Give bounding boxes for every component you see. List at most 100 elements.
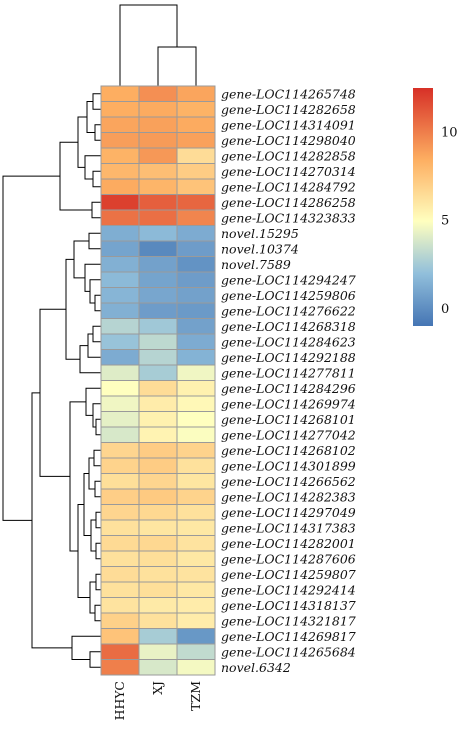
colorbar-tick-label: 10 bbox=[441, 126, 458, 141]
row-label: gene-LOC114286258 bbox=[221, 195, 356, 210]
heatmap-cell bbox=[138, 349, 178, 366]
heatmap-cell bbox=[176, 395, 216, 412]
heatmap-cell bbox=[176, 628, 216, 645]
heatmap-cell bbox=[100, 271, 140, 288]
heatmap-cell bbox=[138, 147, 178, 164]
row-dendrogram-branch bbox=[88, 232, 101, 250]
row-label: gene-LOC114259806 bbox=[221, 288, 356, 303]
heatmap-cell bbox=[176, 194, 216, 211]
heatmap-cell bbox=[176, 411, 216, 428]
row-label: novel.15295 bbox=[221, 226, 299, 241]
row-label: gene-LOC114323833 bbox=[221, 210, 356, 225]
row-dendrogram-branch bbox=[92, 403, 101, 428]
heatmap-cell bbox=[138, 550, 178, 567]
heatmap-cell bbox=[138, 333, 178, 350]
column-label: XJ bbox=[150, 681, 165, 695]
heatmap-cell bbox=[100, 628, 140, 645]
heatmap-cell bbox=[176, 566, 216, 583]
heatmap-cell bbox=[138, 225, 178, 242]
row-label: gene-LOC114287606 bbox=[221, 551, 356, 566]
row-label: gene-LOC114298040 bbox=[221, 133, 356, 148]
row-label: gene-LOC114269817 bbox=[221, 629, 356, 644]
heatmap-cell bbox=[100, 519, 140, 536]
row-label: gene-LOC114284296 bbox=[221, 381, 356, 396]
colorbar-tick-label: 5 bbox=[441, 214, 449, 229]
heatmap-cell bbox=[138, 132, 178, 149]
row-label: novel.10374 bbox=[221, 241, 299, 256]
row-label: gene-LOC114318137 bbox=[221, 598, 356, 613]
heatmap-cell bbox=[138, 457, 178, 474]
heatmap-cell bbox=[100, 163, 140, 180]
heatmap-cell bbox=[138, 411, 178, 428]
column-label: TZM bbox=[188, 681, 203, 711]
row-label: gene-LOC114282383 bbox=[221, 489, 356, 504]
heatmap-cell bbox=[138, 240, 178, 257]
row-label: gene-LOC114297049 bbox=[221, 505, 356, 520]
heatmap-cell bbox=[100, 380, 140, 397]
heatmap-cell bbox=[176, 473, 216, 490]
heatmap-cell bbox=[138, 256, 178, 273]
heatmap-cell bbox=[138, 628, 178, 645]
heatmap-cell bbox=[100, 581, 140, 598]
row-dendrogram-branch bbox=[89, 651, 101, 668]
heatmap-cell bbox=[100, 147, 140, 164]
colorbar: 0 5 10 bbox=[413, 88, 458, 326]
heatmap-cell bbox=[176, 318, 216, 335]
row-label: gene-LOC114292414 bbox=[221, 582, 356, 597]
heatmap-cell bbox=[100, 240, 140, 257]
row-label: gene-LOC114259807 bbox=[221, 567, 356, 582]
heatmap-cell bbox=[176, 240, 216, 257]
row-dendrogram-branch bbox=[84, 263, 101, 292]
column-dendrogram-branch bbox=[119, 4, 178, 86]
heatmap-cell bbox=[100, 473, 140, 490]
heatmap-cell bbox=[138, 287, 178, 304]
row-label: gene-LOC114265684 bbox=[221, 644, 356, 659]
heatmap-cell bbox=[138, 442, 178, 459]
heatmap-cell bbox=[176, 209, 216, 226]
row-dendrogram-branch bbox=[93, 449, 101, 467]
heatmap-cell bbox=[100, 659, 140, 676]
heatmap-cell bbox=[100, 256, 140, 273]
heatmap-cell bbox=[176, 349, 216, 366]
heatmap-cell bbox=[138, 473, 178, 490]
row-label: gene-LOC114314091 bbox=[221, 117, 356, 132]
heatmap-cell bbox=[176, 302, 216, 319]
heatmap-cell bbox=[138, 566, 178, 583]
heatmap-cell bbox=[100, 302, 140, 319]
heatmap-cell bbox=[176, 457, 216, 474]
heatmap-cell bbox=[100, 566, 140, 583]
heatmap-cell bbox=[100, 395, 140, 412]
row-labels: gene-LOC114265748gene-LOC114282658gene-L… bbox=[221, 86, 356, 675]
row-label: gene-LOC114277811 bbox=[221, 365, 356, 380]
heatmap-cell bbox=[100, 643, 140, 660]
row-dendrogram-branch bbox=[94, 604, 101, 622]
column-labels: HHYC XJ TZM bbox=[112, 681, 203, 721]
heatmap-cell bbox=[138, 659, 178, 676]
row-dendrogram-branch bbox=[77, 116, 87, 168]
column-label: HHYC bbox=[112, 681, 127, 720]
heatmap-cell bbox=[100, 597, 140, 614]
row-label: gene-LOC114292188 bbox=[221, 350, 356, 365]
row-label: gene-LOC114268101 bbox=[221, 412, 356, 427]
heatmap-cell bbox=[138, 597, 178, 614]
colorbar-gradient bbox=[413, 88, 433, 326]
heatmap-cell bbox=[100, 426, 140, 443]
heatmap-cell bbox=[176, 519, 216, 536]
row-label: gene-LOC114276622 bbox=[221, 303, 356, 318]
row-dendrogram-branch bbox=[94, 124, 101, 141]
heatmap-cell bbox=[176, 271, 216, 288]
heatmap-cell bbox=[100, 488, 140, 505]
row-dendrogram-branch bbox=[31, 392, 72, 649]
heatmap-cell bbox=[176, 643, 216, 660]
heatmap-cell bbox=[138, 488, 178, 505]
heatmap-cell bbox=[176, 550, 216, 567]
heatmap-cell bbox=[100, 612, 140, 629]
heatmap-cell bbox=[138, 85, 178, 102]
row-dendrogram-branch bbox=[92, 170, 101, 188]
row-dendrogram bbox=[2, 93, 101, 668]
heatmap-cell bbox=[100, 504, 140, 521]
heatmap-cell bbox=[176, 101, 216, 118]
heatmap-cell bbox=[100, 194, 140, 211]
row-dendrogram-branch bbox=[95, 573, 101, 591]
heatmap-cell bbox=[100, 132, 140, 149]
